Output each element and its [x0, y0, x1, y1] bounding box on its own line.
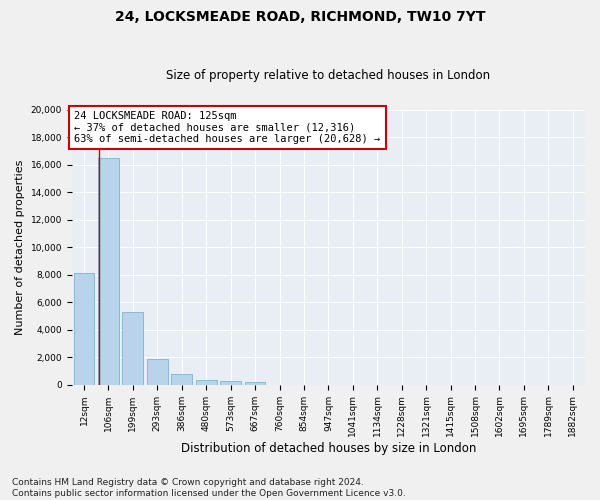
Text: Contains HM Land Registry data © Crown copyright and database right 2024.
Contai: Contains HM Land Registry data © Crown c… — [12, 478, 406, 498]
Bar — [122, 312, 143, 384]
Y-axis label: Number of detached properties: Number of detached properties — [15, 160, 25, 335]
X-axis label: Distribution of detached houses by size in London: Distribution of detached houses by size … — [181, 442, 476, 455]
Bar — [147, 359, 168, 384]
Text: 24, LOCKSMEADE ROAD, RICHMOND, TW10 7YT: 24, LOCKSMEADE ROAD, RICHMOND, TW10 7YT — [115, 10, 485, 24]
Bar — [98, 158, 119, 384]
Text: 24 LOCKSMEADE ROAD: 125sqm
← 37% of detached houses are smaller (12,316)
63% of : 24 LOCKSMEADE ROAD: 125sqm ← 37% of deta… — [74, 111, 380, 144]
Bar — [74, 273, 94, 384]
Bar — [196, 380, 217, 384]
Bar — [220, 381, 241, 384]
Title: Size of property relative to detached houses in London: Size of property relative to detached ho… — [166, 69, 490, 82]
Bar — [245, 382, 265, 384]
Bar — [172, 374, 192, 384]
